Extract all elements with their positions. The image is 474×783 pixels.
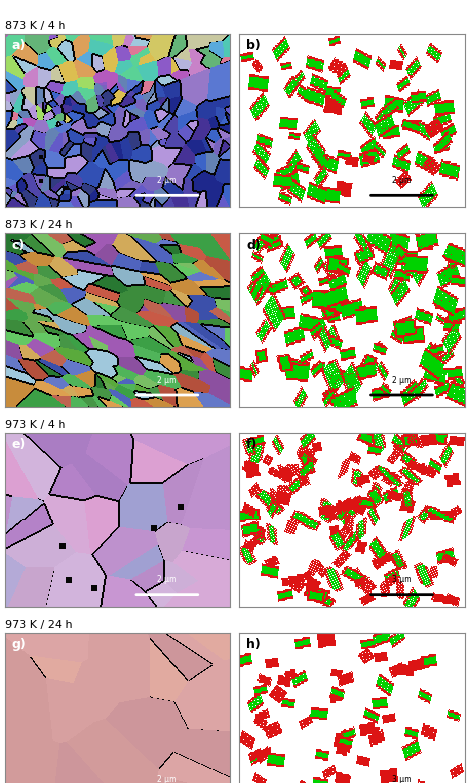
- Text: 2 μm: 2 μm: [392, 176, 411, 185]
- Text: a): a): [11, 39, 26, 52]
- Text: e): e): [11, 438, 26, 451]
- Text: d): d): [246, 239, 261, 251]
- Text: 2 μm: 2 μm: [157, 576, 176, 584]
- Text: 2 μm: 2 μm: [392, 376, 411, 384]
- Text: 2 μm: 2 μm: [157, 775, 176, 783]
- Text: 3 μm: 3 μm: [392, 576, 411, 584]
- Text: 2 μm: 2 μm: [157, 176, 176, 185]
- Text: 2 μm: 2 μm: [157, 376, 176, 384]
- Text: 973 K / 4 h: 973 K / 4 h: [5, 420, 65, 430]
- Text: c): c): [11, 239, 25, 251]
- Text: f): f): [246, 438, 257, 451]
- Text: b): b): [246, 39, 261, 52]
- Text: h): h): [246, 638, 261, 651]
- Text: 3 μm: 3 μm: [392, 775, 411, 783]
- Text: 873 K / 24 h: 873 K / 24 h: [5, 220, 73, 230]
- Text: g): g): [11, 638, 26, 651]
- Text: 973 K / 24 h: 973 K / 24 h: [5, 619, 73, 630]
- Text: 873 K / 4 h: 873 K / 4 h: [5, 20, 65, 31]
